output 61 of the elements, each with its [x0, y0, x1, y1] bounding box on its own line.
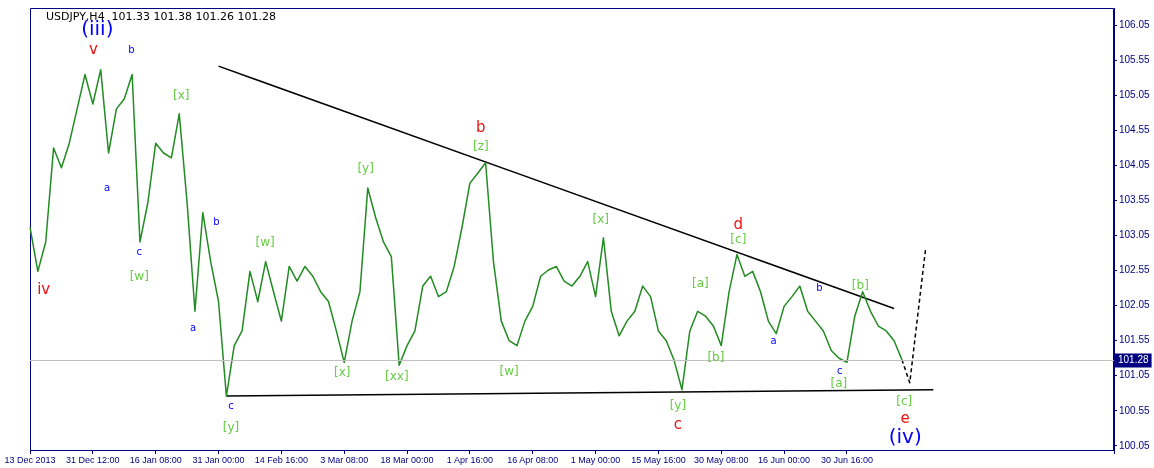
- y-tick-label: 100.55: [1119, 404, 1151, 416]
- annotation: c: [228, 399, 234, 411]
- y-tick-label: 101.55: [1119, 334, 1151, 346]
- annotation: [x]: [592, 212, 610, 227]
- annotation: [y]: [357, 161, 374, 176]
- annotation: (iv): [888, 424, 922, 449]
- y-tick-label: 105.05: [1119, 89, 1151, 101]
- annotation: c: [673, 414, 682, 433]
- annotation: b: [128, 43, 135, 55]
- x-tick-label: 31 Jan 00:00: [192, 454, 245, 465]
- y-tick-label: 103.55: [1119, 194, 1151, 206]
- x-tick-label: 30 May 08:00: [693, 454, 749, 465]
- y-tick-label: 104.05: [1119, 159, 1151, 171]
- y-tick-label: 101.05: [1119, 369, 1151, 381]
- annotation: [c]: [896, 394, 913, 409]
- y-tick-label: 103.05: [1119, 229, 1151, 241]
- annotation: [a]: [691, 276, 709, 291]
- annotation: b: [476, 117, 486, 136]
- annotation: b: [213, 215, 220, 227]
- x-tick-label: 18 Mar 00:00: [380, 454, 434, 465]
- annotation: a: [770, 334, 777, 346]
- annotation: v: [88, 39, 98, 58]
- x-tick-label: 1 Apr 16:00: [446, 454, 493, 465]
- annotation: [x]: [333, 365, 351, 380]
- annotation: [a]: [830, 376, 848, 391]
- annotation: [y]: [222, 420, 240, 435]
- annotation: iv: [37, 279, 51, 298]
- annotation: [c]: [730, 232, 747, 247]
- x-tick-label: 30 Jun 16:00: [820, 454, 873, 465]
- x-tick-label: 31 Dec 12:00: [66, 454, 120, 465]
- annotation: c: [837, 364, 843, 376]
- annotation: [w]: [499, 364, 519, 379]
- y-tick-label: 106.05: [1119, 19, 1151, 31]
- annotation: e: [900, 408, 910, 427]
- x-tick-label: 14 Feb 16:00: [254, 454, 308, 465]
- x-tick-label: 16 Jun 00:00: [758, 454, 811, 465]
- y-tick-label: 100.05: [1119, 439, 1151, 451]
- annotation: d: [733, 214, 744, 233]
- y-tick-label: 105.55: [1119, 54, 1151, 66]
- x-tick-label: 16 Jan 08:00: [129, 454, 182, 465]
- y-tick-label: 102.55: [1119, 264, 1151, 276]
- annotation: c: [136, 245, 143, 257]
- ref-line-label: 101.28: [1118, 354, 1150, 366]
- annotation: b: [816, 281, 823, 293]
- annotation: [b]: [851, 278, 869, 293]
- annotation: [y]: [669, 398, 687, 413]
- annotation: [b]: [707, 350, 725, 365]
- x-tick-label: 16 Apr 08:00: [507, 454, 559, 465]
- annotation: [x]: [173, 88, 190, 103]
- x-tick-label: 3 Mar 08:00: [320, 454, 369, 465]
- x-tick-label: 1 May 00:00: [570, 454, 621, 465]
- x-tick-label: 15 May 16:00: [631, 454, 686, 465]
- annotation: [z]: [472, 139, 489, 154]
- annotation: [xx]: [385, 369, 409, 384]
- annotation: a: [104, 181, 111, 193]
- y-tick-label: 104.55: [1119, 124, 1151, 136]
- annotation: [w]: [255, 235, 275, 250]
- annotation: a: [189, 321, 197, 333]
- annotation: [w]: [129, 269, 149, 284]
- y-tick-label: 102.05: [1119, 299, 1151, 311]
- x-tick-label: 13 Dec 2013: [4, 454, 56, 465]
